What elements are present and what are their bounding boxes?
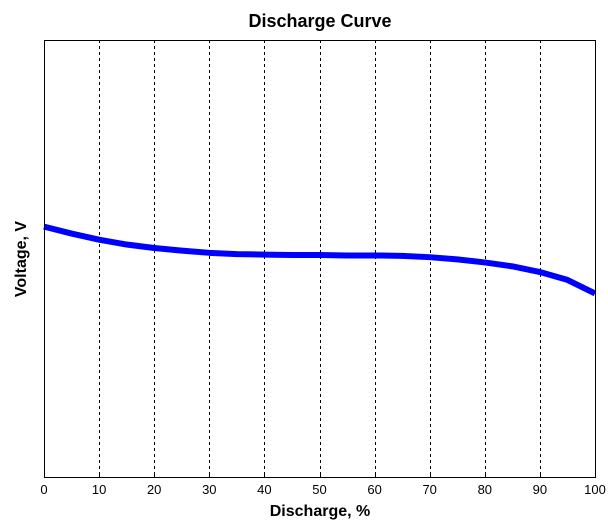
x-tick-label: 30 <box>202 482 216 497</box>
discharge-series-line <box>43 223 597 297</box>
x-axis-ticks: 0 10 20 30 40 50 60 70 80 90 100 <box>40 472 606 497</box>
chart-title: Discharge Curve <box>248 11 391 31</box>
x-tick-label: 90 <box>533 482 547 497</box>
x-tick-label: 20 <box>147 482 161 497</box>
y-axis-label: Voltage, V <box>13 221 30 297</box>
x-tick-label: 100 <box>584 482 606 497</box>
series-layer <box>43 223 597 297</box>
x-tick-label: 80 <box>478 482 492 497</box>
x-tick-label: 10 <box>92 482 106 497</box>
x-axis-label: Discharge, % <box>270 503 370 520</box>
x-tick-label: 70 <box>422 482 436 497</box>
x-tick-label: 50 <box>312 482 326 497</box>
x-tick-label: 60 <box>367 482 381 497</box>
x-tick-label: 40 <box>257 482 271 497</box>
x-tick-label: 0 <box>40 482 47 497</box>
plot-area-frame <box>44 40 596 478</box>
